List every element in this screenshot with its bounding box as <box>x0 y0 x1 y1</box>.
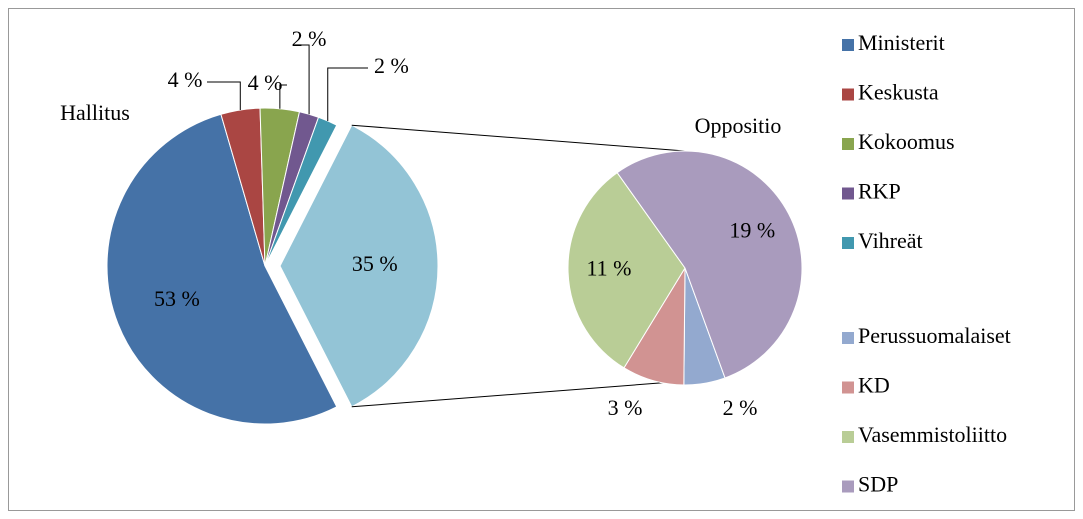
leader-line <box>300 44 310 115</box>
pie-slice <box>567 171 686 369</box>
data-label: 4 % <box>168 67 203 92</box>
pie-slice <box>616 150 803 379</box>
legend-label: Perussuomalaiset <box>858 323 1011 348</box>
data-label: 35 % <box>352 251 398 276</box>
legend-swatch <box>842 138 854 150</box>
legend-label: KD <box>858 373 890 398</box>
pie-slice <box>264 116 338 267</box>
legend-swatch <box>842 431 854 443</box>
data-label: 2 % <box>292 26 327 51</box>
data-label: 53 % <box>154 286 200 311</box>
legend-label: Vasemmistoliitto <box>858 422 1007 447</box>
legend-label: Ministerit <box>858 30 945 55</box>
data-label: 3 % <box>608 395 643 420</box>
secondary-pie-label: Oppositio <box>695 113 782 138</box>
pie-slice <box>279 124 439 408</box>
main-pie-label: Hallitus <box>60 100 130 125</box>
legend-label: SDP <box>858 472 898 497</box>
legend-label: Vihreät <box>858 228 923 253</box>
legend-swatch <box>842 187 854 200</box>
legend-swatch <box>842 237 854 249</box>
legend-swatch <box>842 88 854 101</box>
legend-label: Keskusta <box>858 80 939 105</box>
pie-slice <box>106 113 338 425</box>
leader-line <box>207 81 241 110</box>
connector-line <box>351 124 686 152</box>
legend-label: RKP <box>858 179 901 204</box>
data-label: 19 % <box>729 218 775 243</box>
legend-label: Kokoomus <box>858 129 955 154</box>
legend-swatch <box>842 480 854 493</box>
leader-line <box>327 67 368 121</box>
data-label: 4 % <box>248 70 283 95</box>
data-label: 2 % <box>374 53 409 78</box>
leader-line <box>279 84 287 109</box>
legend-swatch <box>842 39 854 51</box>
data-label: 2 % <box>723 395 758 420</box>
legend-swatch <box>842 332 854 344</box>
data-label: 11 % <box>586 256 631 281</box>
legend-swatch <box>842 381 854 394</box>
